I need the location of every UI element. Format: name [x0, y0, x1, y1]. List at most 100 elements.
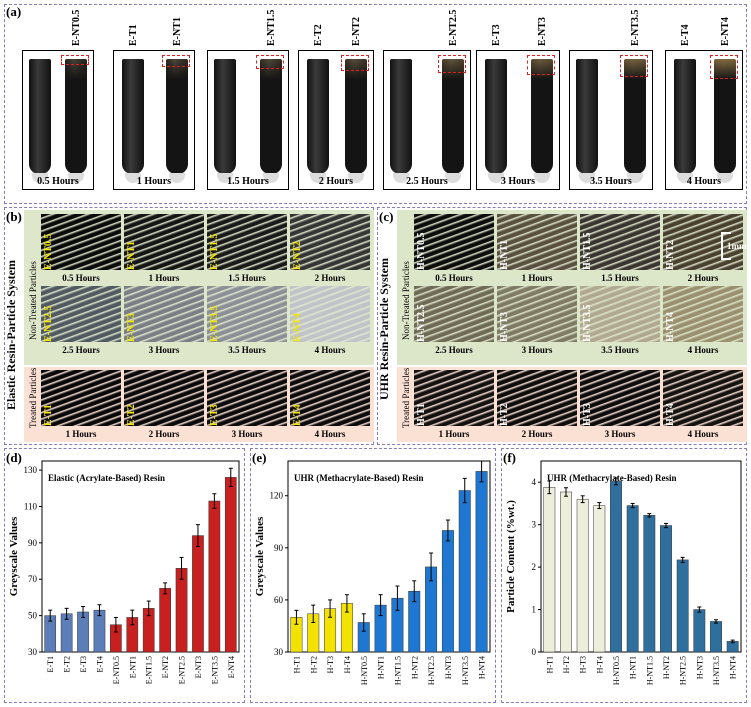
vial [674, 59, 696, 183]
micrograph: H-NT2.5 [414, 286, 494, 342]
vial-group: 3 Hours [476, 50, 560, 190]
x-tick-label: E-T1 [46, 656, 55, 672]
micrograph-caption: 3.5 Hours [228, 345, 266, 355]
plot-frame [540, 460, 742, 653]
bar [543, 487, 556, 653]
vial-group: 4 Hours [665, 50, 743, 190]
bar [458, 490, 471, 653]
y-tick-label: 90 [28, 538, 38, 548]
plot-frame [287, 460, 491, 653]
micrograph-caption: 1 Hours [438, 429, 470, 439]
vial-group: 2.5 Hours [383, 50, 471, 190]
micrograph-label: E-NT4 [292, 313, 303, 342]
highlight-box [61, 55, 89, 65]
panel-b-title: Elastic Resin-Particle System [4, 260, 18, 410]
micrograph: H-NT3.5 [580, 286, 660, 342]
panel-d-label: (d) [6, 450, 22, 465]
x-tick-label: H-NT1.5 [645, 656, 654, 685]
x-tick-label: E-NT2 [161, 656, 170, 678]
micrograph-label: H-NT1 [499, 240, 510, 270]
micrograph-caption: 3 Hours [604, 429, 636, 439]
x-tick-label: E-T4 [95, 656, 104, 672]
micrograph: E-NT1.5 [207, 214, 287, 270]
micrograph: E-T3 [207, 370, 287, 426]
micrograph: E-NT2 [290, 214, 370, 270]
x-tick-label: H-NT1.5 [393, 656, 402, 685]
x-tick-label: E-NT0.5 [112, 656, 121, 684]
panel-e [250, 448, 496, 703]
micrograph: H-NT2 [663, 214, 743, 270]
micrograph-label: H-T1 [416, 403, 427, 426]
micrograph: E-T4 [290, 370, 370, 426]
micrograph: H-NT4 [663, 286, 743, 342]
chart-uhr-greyscale: UHR (Methacrylate-Based) Resin 30 60 90 120 G… [254, 460, 491, 685]
vial-sample-label: E-T1 [128, 24, 139, 46]
bar [175, 568, 188, 653]
panel-c-label: (c) [379, 209, 394, 224]
vial-sample-label: E-NT2.5 [448, 9, 459, 46]
vial [485, 59, 507, 183]
micrograph-caption: 2.5 Hours [435, 345, 473, 355]
y-tick-label: 70 [28, 574, 38, 584]
panel-d [4, 448, 245, 703]
chart-uhr-particle-content: UHR (Methacrylate-Based) Resin 0 1 2 3 4 Parti… [505, 460, 742, 685]
micrograph-label: E-NT3 [126, 313, 137, 342]
panel-f-label: (f) [503, 450, 516, 465]
micrograph: E-NT0.5 [41, 214, 121, 270]
x-tick-label: E-NT1.5 [145, 656, 154, 684]
micrograph-label: H-NT0.5 [416, 232, 427, 271]
micrograph: H-NT0.5 [414, 214, 494, 270]
vial-sample-label: E-NT3 [537, 17, 548, 46]
x-tick-label: H-NT2.5 [427, 656, 436, 685]
vial [345, 59, 367, 183]
vial-sample-label: E-NT1 [172, 17, 183, 46]
micrograph-label: E-NT1 [126, 241, 137, 270]
micrograph-label: E-T2 [126, 404, 137, 426]
chart-elastic-greyscale: Elastic (Acrylate-Based) Resin 30 50 70 90 11… [8, 460, 240, 684]
micrograph-caption: 3 Hours [231, 429, 263, 439]
bar [159, 588, 171, 653]
vial [29, 59, 51, 183]
bar [676, 559, 689, 653]
x-tick-label: H-T3 [579, 656, 588, 673]
micrograph: H-T3 [580, 370, 660, 426]
micrograph: H-T1 [414, 370, 494, 426]
micrograph: H-NT1 [497, 214, 577, 270]
bar [610, 481, 622, 653]
vial-group: 3.5 Hours [569, 50, 653, 190]
micrograph-label: H-NT4 [665, 312, 676, 342]
x-tick-label: H-T2 [309, 656, 318, 673]
y-tick-label: 90 [274, 543, 284, 553]
micrograph: E-NT3 [124, 286, 204, 342]
highlight-box [710, 55, 738, 79]
chart-title: UHR (Methacrylate-Based) Resin [547, 473, 676, 483]
micrograph-caption: 3 Hours [521, 345, 553, 355]
x-tick-label: H-NT0.5 [360, 656, 369, 685]
vial [307, 59, 329, 183]
vial-hours-label: 1.5 Hours [227, 176, 269, 187]
x-tick-label: E-NT3 [194, 656, 203, 678]
micrograph-label: E-NT3.5 [209, 305, 220, 342]
micrograph-caption: 1 Hours [148, 273, 180, 283]
panel-e-label: (e) [252, 450, 267, 465]
vial [214, 59, 236, 183]
bar [93, 609, 106, 653]
y-tick-label: 30 [28, 647, 38, 657]
scale-bar-label: 1mm [727, 241, 747, 251]
nontreated-label: Non-Treated Particles [401, 261, 411, 340]
bar [224, 477, 237, 653]
bar [192, 535, 204, 653]
panel-a [4, 4, 747, 204]
micrograph-label: E-T3 [209, 404, 220, 426]
x-tick-label: H-NT4 [729, 656, 738, 679]
micrograph-caption: 0.5 Hours [435, 273, 473, 283]
vial-sample-label: E-T2 [313, 24, 324, 46]
y-tick-label: 130 [24, 465, 38, 475]
micrograph-label: H-NT3.5 [582, 304, 593, 343]
vial-sample-label: E-NT4 [720, 17, 731, 46]
x-tick-label: H-T4 [595, 656, 604, 673]
x-tick-label: H-NT2 [662, 656, 671, 679]
x-tick-label: H-T4 [343, 656, 352, 673]
bar [77, 611, 89, 653]
x-tick-label: H-NT3.5 [712, 656, 721, 685]
